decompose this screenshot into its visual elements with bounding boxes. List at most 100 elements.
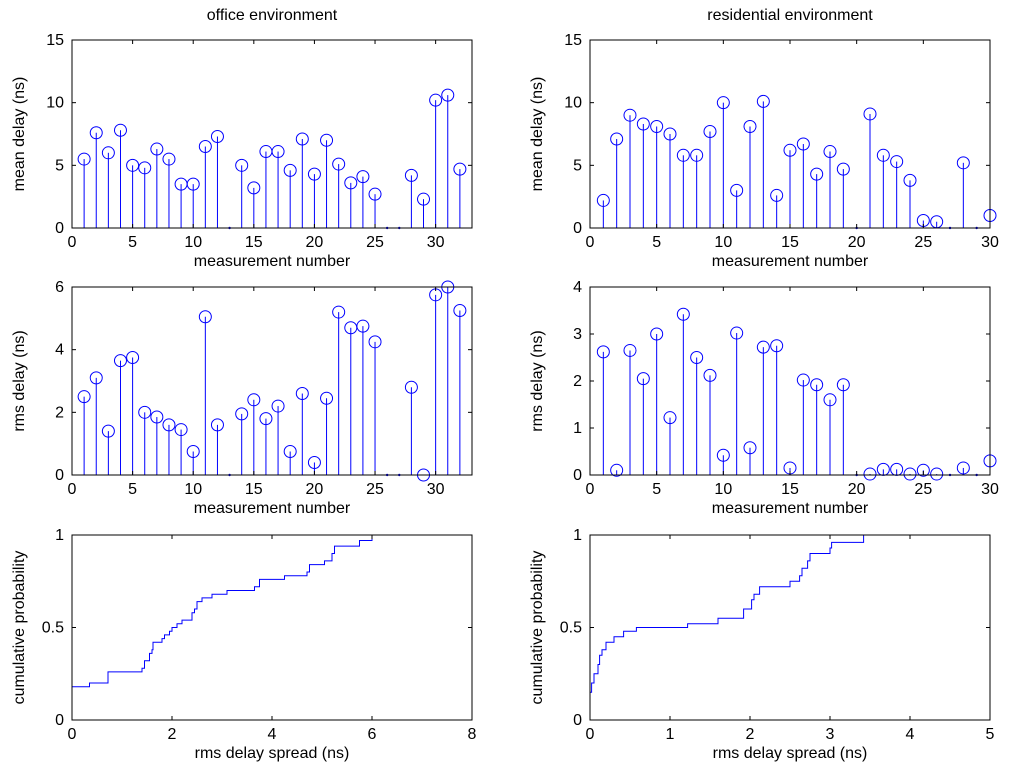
stem-marker [162,152,176,166]
x-tick-label: 25 [914,234,932,251]
stem-marker [863,467,877,481]
x-tick-label: 2 [168,726,177,743]
y-tick-label: 0 [573,220,582,237]
stem-marker [596,345,610,359]
x-tick-label: 15 [781,234,799,251]
stem-marker [716,96,730,110]
chart-panel-4: 0 5 10 15 20 25 30 0 1 2 3 4 measurement number rms d… [529,279,999,517]
stem-marker [756,340,770,354]
stem-marker [836,162,850,176]
stem-marker [101,424,115,438]
y-tick-label: 15 [46,32,64,49]
x-tick-label: 20 [306,481,324,498]
y-tick-label: 10 [46,95,64,112]
stem-marker [743,441,757,455]
x-tick-label: 8 [468,726,477,743]
stem-marker [113,354,127,368]
x-tick-label: 4 [906,726,915,743]
stem-marker [247,393,261,407]
stem-marker [320,391,334,405]
x-tick-label: 0 [68,481,77,498]
x-axis-label: measurement number [194,500,351,517]
y-tick-label: 5 [573,157,582,174]
stem-marker [703,368,717,382]
axes-box [589,286,991,476]
x-tick-label: 0 [586,481,595,498]
stem-marker [89,371,103,385]
x-tick-label: 0 [68,726,77,743]
x-tick-label: 0 [586,726,595,743]
stem-marker [453,304,467,317]
y-tick-label: 4 [573,279,582,296]
y-tick-label: 0 [55,712,64,729]
stem-marker [796,137,810,151]
y-tick-label: 0.5 [42,620,64,637]
stem-marker [186,445,200,458]
x-tick-label: 10 [184,234,202,251]
x-tick-label: 25 [914,481,932,498]
stem-marker [113,123,127,137]
stem-marker [636,117,650,131]
x-tick-label: 30 [981,481,999,498]
stem-marker [332,157,346,171]
stem-marker [743,119,757,133]
y-tick-label: 3 [573,326,582,343]
stem-marker [77,390,91,404]
x-tick-label: 2 [746,726,755,743]
stem-marker [404,380,418,394]
stem-marker [716,448,730,462]
stem-marker [235,407,249,421]
y-axis-label: rms delay (ns) [529,330,546,431]
stem-marker [770,188,784,202]
x-tick-label: 10 [714,234,732,251]
stem-marker [150,410,164,424]
chart-panel-3: 0 5 10 15 20 25 30 0 2 4 6 measurement number rms de… [11,279,473,517]
stem-marker [623,108,637,122]
stem-marker [332,305,346,319]
y-tick-label: 15 [564,32,582,49]
stem-marker [356,319,370,333]
y-tick-label: 0 [573,712,582,729]
y-tick-label: 1 [55,527,64,544]
axes-box [71,39,473,229]
y-tick-label: 0 [55,220,64,237]
y-tick-label: 0 [573,467,582,484]
x-tick-label: 5 [128,481,137,498]
stem-marker [730,183,744,197]
cdf-line [72,534,472,688]
y-tick-label: 1 [573,527,582,544]
x-tick-label: 1 [666,726,675,743]
stem-marker [756,94,770,108]
stem-marker [810,167,824,181]
x-tick-label: 5 [652,234,661,251]
stem-marker [676,307,690,321]
stem-marker [810,378,824,392]
stem-marker [77,152,91,166]
stem-marker [101,146,115,160]
stem-marker [235,158,249,172]
chart-title: office environment [207,7,338,24]
stem-marker [636,372,650,386]
y-tick-label: 6 [55,279,64,296]
stem-marker [126,351,140,364]
stem-marker [344,176,358,190]
stem-marker [796,373,810,387]
stem-marker [356,170,370,184]
stem-marker [663,411,677,425]
chart-panel-5: 0 2 4 6 8 0 0.5 1 rms delay spread (ns) cumulativ… [11,527,477,762]
y-axis-label: cumulative probability [529,551,546,705]
x-tick-label: 10 [714,481,732,498]
stem-marker [903,467,917,481]
stem-marker [368,335,382,349]
x-tick-label: 6 [368,726,377,743]
y-tick-label: 2 [55,404,64,421]
stem-marker [836,378,850,392]
stem-marker [307,455,321,469]
y-tick-label: 2 [573,373,582,390]
stem-marker [610,132,624,146]
stem-marker [404,168,418,182]
x-tick-label: 25 [366,481,384,498]
x-tick-label: 0 [68,234,77,251]
stem-marker [247,181,261,195]
stem-marker [876,148,890,162]
